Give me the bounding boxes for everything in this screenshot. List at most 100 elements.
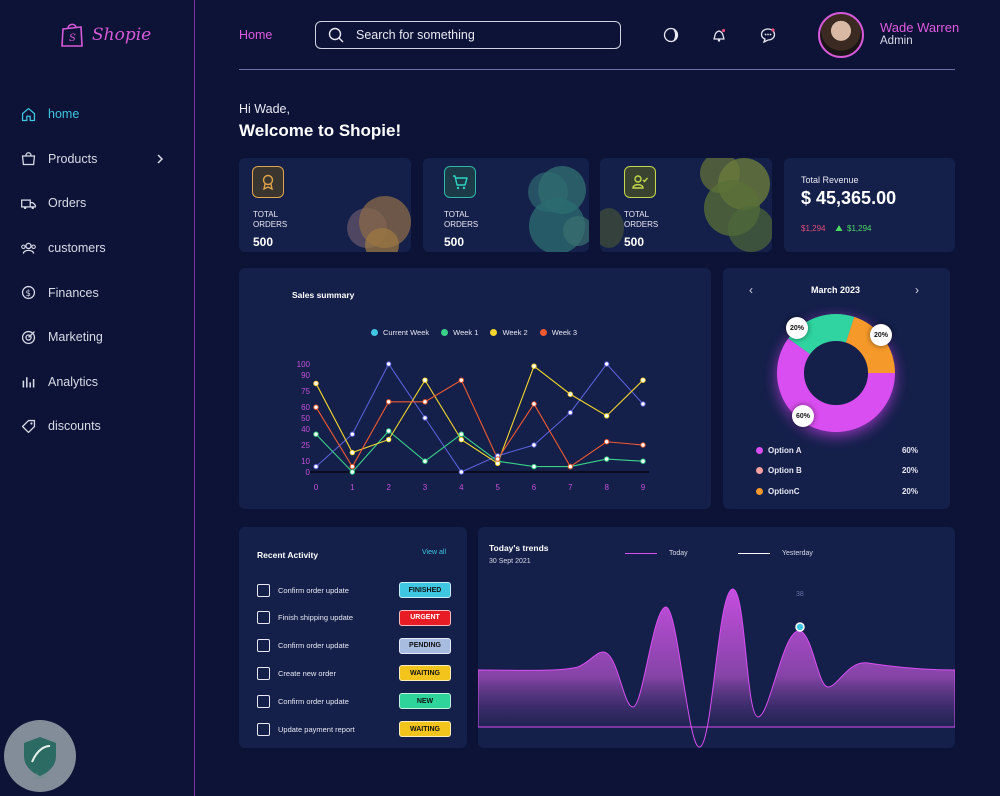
task-checkbox[interactable] — [257, 694, 270, 708]
task-checkbox[interactable] — [257, 583, 270, 597]
user-name: Wade Warren — [880, 20, 960, 35]
next-month-button[interactable]: › — [915, 283, 919, 297]
sidebar-item-analytics[interactable]: Analytics — [20, 360, 180, 405]
task-checkbox[interactable] — [257, 611, 270, 625]
task-row: Finish shipping update URGENT — [257, 609, 451, 626]
y-tick-label: 90 — [301, 371, 310, 380]
tag-icon — [21, 419, 36, 434]
greeting: Hi Wade, — [239, 102, 290, 116]
sidebar-item-marketing[interactable]: Marketing — [20, 315, 180, 360]
donut-label: 20% — [870, 324, 892, 346]
x-tick-label: 5 — [495, 483, 500, 492]
sidebar-item-discounts[interactable]: discounts — [20, 404, 180, 449]
legend-item: Week 3 — [539, 328, 577, 337]
stat-value: 500 — [444, 235, 465, 249]
prev-month-button[interactable]: ‹ — [749, 283, 753, 297]
task-row: Confirm order update FINISHED — [257, 582, 451, 598]
series-line-current-week — [315, 362, 644, 473]
donut-label: 60% — [792, 405, 814, 427]
chart-legend: Current Week Week 1 Week 2 Week 3 — [371, 328, 577, 337]
sidebar-item-finances[interactable]: $ Finances — [20, 270, 180, 315]
series-line-week-1 — [315, 430, 644, 473]
sidebar-item-label: customers — [48, 241, 106, 256]
legend-item: Current Week — [371, 328, 429, 337]
status-badge: WAITING — [399, 665, 451, 682]
sidebar-item-home[interactable]: home — [20, 92, 180, 137]
message-icon[interactable] — [760, 27, 776, 43]
target-icon — [21, 330, 36, 344]
status-badge: URGENT — [399, 609, 451, 626]
view-all-link[interactable]: View all — [422, 549, 446, 556]
y-tick-label: 75 — [301, 387, 310, 396]
data-point — [349, 469, 356, 475]
page-title: Welcome to Shopie! — [239, 121, 402, 140]
stat-icon-box — [252, 166, 284, 198]
sidebar-item-label: home — [48, 107, 80, 122]
trend-area — [478, 588, 955, 748]
data-point — [385, 399, 392, 405]
month-label: March 2023 — [811, 285, 861, 295]
revenue-change-down: $1,294 — [801, 224, 826, 233]
data-point — [422, 458, 428, 464]
sidebar-item-customers[interactable]: customers — [20, 226, 180, 271]
watermark-logo: كفيل — [4, 720, 76, 792]
sidebar-item-label: Finances — [48, 285, 99, 300]
avatar[interactable] — [818, 12, 864, 58]
stat-value: 500 — [624, 235, 645, 249]
donut-label: 20% — [786, 317, 808, 339]
task-checkbox[interactable] — [257, 639, 270, 653]
search-input[interactable] — [356, 28, 596, 42]
task-label: Confirm order update — [278, 641, 349, 651]
legend-today: Today — [625, 550, 688, 557]
theme-toggle-icon[interactable] — [663, 27, 679, 43]
option-row: Option B 20% — [756, 466, 918, 475]
bell-icon[interactable] — [711, 27, 727, 43]
data-point — [313, 404, 319, 410]
data-point — [603, 361, 610, 367]
x-tick-label: 1 — [350, 483, 355, 492]
sidebar-item-label: Orders — [48, 196, 87, 211]
task-checkbox[interactable] — [257, 666, 270, 680]
revenue-card: Total Revenue $ 45,365.00 $1,294 $1,294 — [784, 158, 955, 252]
data-point — [458, 436, 465, 443]
sidebar-item-orders[interactable]: Orders — [20, 181, 180, 226]
y-tick-label: 25 — [301, 441, 310, 450]
option-row: Option A 60% — [756, 446, 918, 455]
data-point — [313, 463, 319, 470]
x-tick-label: 3 — [423, 483, 428, 492]
task-checkbox[interactable] — [257, 722, 270, 736]
sidebar-item-label: Products — [48, 151, 98, 166]
data-point — [349, 449, 356, 456]
donut-slice-option-c — [845, 316, 895, 373]
data-point — [640, 458, 646, 464]
data-point — [458, 431, 465, 437]
data-point — [567, 391, 574, 397]
stat-card-1: TOTAL ORDERS 500 — [239, 158, 411, 252]
sidebar-item-products[interactable]: Products — [20, 137, 180, 182]
stat-card-3: TOTAL ORDERS 500 — [600, 158, 772, 252]
task-label: Finish shipping update — [278, 613, 354, 623]
chevron-right-icon[interactable] — [154, 153, 166, 165]
y-tick-label: 0 — [306, 468, 311, 477]
y-tick-label: 10 — [301, 457, 310, 466]
legend-yesterday: Yesterday — [738, 550, 813, 557]
watermark-text: كفيل — [32, 773, 48, 780]
stat-icon-box — [444, 166, 476, 198]
sidebar-item-label: Analytics — [48, 374, 99, 389]
logo[interactable]: S Shopie — [60, 22, 151, 48]
trend-marker — [795, 622, 805, 632]
truck-icon — [21, 199, 36, 210]
breadcrumb-home[interactable]: Home — [239, 28, 273, 42]
task-row: Update payment report WAITING — [257, 721, 451, 737]
data-point — [531, 363, 537, 369]
search-bar[interactable] — [315, 21, 621, 49]
users-icon — [21, 242, 36, 254]
data-point — [458, 377, 465, 383]
task-label: Update payment report — [278, 724, 355, 734]
activity-title: Recent Activity — [257, 550, 319, 560]
x-tick-label: 4 — [459, 483, 464, 492]
data-point — [640, 401, 646, 407]
sidebar-item-label: discounts — [48, 419, 101, 434]
x-tick-label: 0 — [314, 483, 319, 492]
sales-chart: 0 10 25 40 50 60 75 90 100 0 1 2 3 4 5 6 7 8 9 — [297, 360, 649, 492]
